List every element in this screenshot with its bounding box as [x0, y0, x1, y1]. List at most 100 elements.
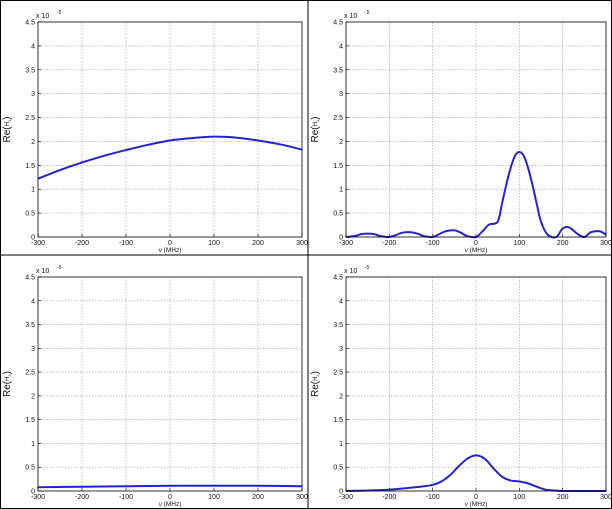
- x-tick-label: -100: [119, 494, 133, 501]
- y-tick-label: 1.5: [25, 163, 35, 170]
- y-tick-label: 1: [31, 441, 35, 448]
- y-tick-label: 2: [31, 139, 35, 146]
- y-axis-label: Re(H1): [2, 116, 13, 142]
- x-tick-label: -100: [426, 240, 440, 247]
- series-line-1: [345, 454, 606, 493]
- x-tick-label: 200: [557, 494, 569, 501]
- y-tick-label: 1: [339, 187, 343, 194]
- y-axis-label: Re(H2): [310, 371, 321, 397]
- plot-area: [346, 22, 606, 237]
- y-tick-label: 0.5: [25, 211, 35, 218]
- y-tick-label: 0: [339, 235, 343, 242]
- y-tick-label: 0.5: [25, 465, 35, 472]
- x-tick-label: 0: [474, 494, 478, 501]
- x-tick-label: 100: [208, 494, 220, 501]
- y-tick-label: 1: [31, 187, 35, 194]
- y-multiplier-label: x 10: [36, 268, 49, 275]
- chart-panel-3: -300 -200 -100 0 100 200 300 0 0.5 1 1.5 2 2.5 3 3.5 4 4…: [2, 265, 308, 508]
- y-tick-label: 3: [31, 91, 35, 98]
- y-multiplier-exponent: -5: [57, 265, 62, 271]
- y-tick-label: 3.5: [333, 67, 343, 74]
- y-tick-label: 2: [339, 393, 343, 400]
- y-tick-label: 4.5: [333, 20, 343, 27]
- y-tick-label: 3.5: [333, 322, 343, 329]
- axes-box: [345, 276, 607, 492]
- y-multiplier-exponent: -5: [365, 265, 370, 271]
- y-tick-label: 3: [31, 346, 35, 353]
- y-tick-label: 2.5: [333, 370, 343, 377]
- y-tick-label: 2.5: [333, 115, 343, 122]
- y-axis-label: Re(H2): [2, 371, 13, 397]
- x-tick-label: -200: [382, 494, 396, 501]
- y-tick-label: 4: [31, 43, 35, 50]
- y-tick-label: 3: [339, 346, 343, 353]
- y-tick-label: 2.5: [25, 370, 35, 377]
- y-tick-label: 2.5: [25, 115, 35, 122]
- series-line-1: [345, 150, 607, 239]
- x-tick-label: -100: [426, 494, 440, 501]
- y-tick-label: 4: [339, 43, 343, 50]
- y-multiplier-label: x 10: [36, 13, 49, 20]
- axes-box: [37, 276, 303, 492]
- x-tick-label: 300: [600, 240, 612, 247]
- x-tick-label: 300: [600, 494, 612, 501]
- x-tick-label: 300: [296, 494, 308, 501]
- x-tick-label: -300: [31, 494, 45, 501]
- y-tick-label: 0.5: [333, 211, 343, 218]
- x-tick-label: -300: [339, 240, 353, 247]
- y-tick-label: 4: [31, 298, 35, 305]
- y-tick-label: 3: [339, 91, 343, 98]
- x-tick-label: 300: [296, 240, 308, 247]
- axes-box: [37, 21, 303, 238]
- series-line-1: [37, 484, 303, 489]
- y-axis-label: Re(H1): [310, 116, 321, 142]
- y-tick-label: 1.5: [333, 163, 343, 170]
- x-tick-label: -100: [119, 240, 133, 247]
- y-multiplier-label: x 10: [344, 268, 357, 275]
- y-multiplier-exponent: -5: [365, 10, 370, 16]
- x-tick-label: 200: [252, 494, 264, 501]
- y-tick-label: 2: [31, 393, 35, 400]
- y-multiplier-exponent: -5: [57, 10, 62, 16]
- y-tick-label: 0: [339, 489, 343, 496]
- x-tick-label: 100: [513, 494, 525, 501]
- x-axis-label: ν (MHz): [465, 501, 488, 508]
- y-multiplier-label: x 10: [344, 13, 357, 20]
- y-tick-label: 0: [31, 235, 35, 242]
- y-tick-label: 3.5: [25, 322, 35, 329]
- x-tick-label: 0: [168, 494, 172, 501]
- x-axis-label: ν (MHz): [465, 247, 488, 254]
- y-tick-label: 3.5: [25, 67, 35, 74]
- x-tick-label: 100: [208, 240, 220, 247]
- x-tick-label: -200: [75, 240, 89, 247]
- y-tick-label: 1: [339, 441, 343, 448]
- x-tick-label: -300: [31, 240, 45, 247]
- y-tick-label: 4.5: [333, 275, 343, 282]
- plot-area: [346, 277, 606, 491]
- chart-panel-2: -300 -200 -100 0 100 200 300 0 0.5 1 1.5 2 2.5 3 3.5 4 4…: [310, 10, 612, 254]
- x-tick-label: 200: [252, 240, 264, 247]
- x-tick-label: -300: [339, 494, 353, 501]
- y-tick-label: 1.5: [333, 417, 343, 424]
- x-tick-label: 200: [557, 240, 569, 247]
- chart-panel-1: -300 -200 -100 0 100 200 300 0 0.5 1 1.5 2 2.5 3 3.5 4 4…: [2, 10, 308, 254]
- y-tick-label: 4.5: [25, 275, 35, 282]
- plot-area: [38, 277, 302, 491]
- y-tick-label: 4.5: [25, 20, 35, 27]
- chart-panel-4: -300 -200 -100 0 100 200 300 0 0.5 1 1.5 2 2.5 3 3.5 4 4…: [310, 265, 612, 508]
- y-tick-label: 4: [339, 298, 343, 305]
- x-tick-label: -200: [75, 494, 89, 501]
- x-tick-label: 100: [513, 240, 525, 247]
- x-tick-label: 0: [474, 240, 478, 247]
- series-line-1: [37, 135, 303, 180]
- y-tick-label: 0: [31, 489, 35, 496]
- x-axis-label: ν (MHz): [159, 501, 182, 508]
- x-axis-label: ν (MHz): [159, 247, 182, 254]
- x-tick-label: 0: [168, 240, 172, 247]
- plot-area: [38, 22, 302, 237]
- axes-box: [345, 21, 607, 238]
- y-tick-label: 2: [339, 139, 343, 146]
- x-tick-label: -200: [382, 240, 396, 247]
- y-tick-label: 1.5: [25, 417, 35, 424]
